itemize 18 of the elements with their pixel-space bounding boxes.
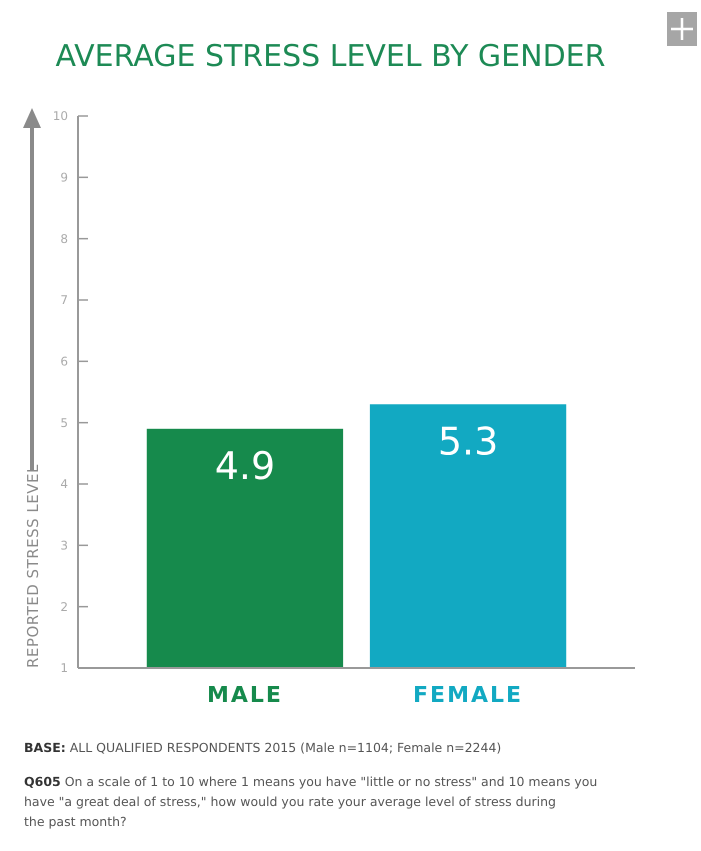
text: BASE: ALL QUALIFIED RESPONDENTS 2015 (Male n=1104; Female n=2244) (24, 740, 502, 755)
y-tick-label: 6 (60, 354, 68, 369)
y-tick-label: 5 (60, 416, 68, 430)
y-tick-label: 8 (60, 232, 68, 246)
y-tick-label: 7 (60, 293, 68, 308)
y-tick-label: 3 (60, 538, 68, 553)
y-tick-label: 10 (52, 109, 68, 124)
chart-title: AVERAGE STRESS LEVEL BY GENDER (56, 39, 606, 74)
x-tick-label: MALE (206, 683, 283, 708)
data-label: 5.3 (438, 419, 498, 464)
text: Q605 On a scale of 1 to 10 where 1 means you have "little or no stress" and 10 means you have "a great deal of stress," how would you rate your average level of stress during the past month? (24, 774, 598, 829)
data-label: 4.9 (214, 444, 276, 488)
y-tick-label: 2 (60, 600, 68, 614)
y-tick-label: 4 (60, 477, 68, 492)
y-axis-title: REPORTED STRESS LEVEL (24, 464, 42, 668)
y-tick-label: 1 (60, 661, 68, 676)
y-tick-label: 9 (60, 170, 68, 185)
x-tick-label: FEMALE (413, 683, 524, 708)
